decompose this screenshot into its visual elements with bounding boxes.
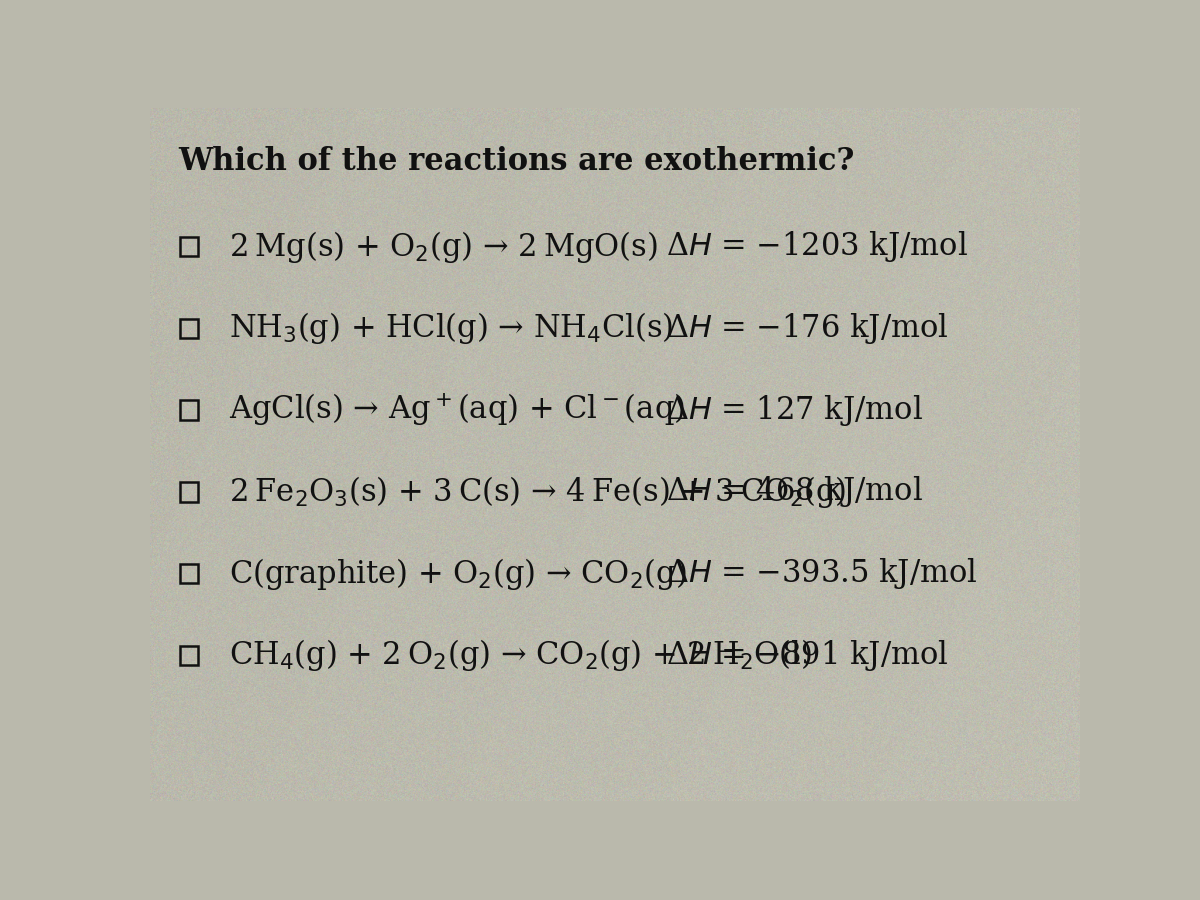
Text: Δ$H$ = −176 kJ/mol: Δ$H$ = −176 kJ/mol — [666, 310, 949, 346]
Text: 2 Fe$_2$O$_3$(s) + 3 C(s) → 4 Fe(s) + 3 CO$_2$(g): 2 Fe$_2$O$_3$(s) + 3 C(s) → 4 Fe(s) + 3 … — [229, 474, 846, 510]
Bar — [180, 237, 198, 256]
Bar — [180, 482, 198, 501]
Text: C(graphite) + O$_2$(g) → CO$_2$(g): C(graphite) + O$_2$(g) → CO$_2$(g) — [229, 555, 686, 591]
Bar — [180, 646, 198, 665]
Text: Δ$H$ = 127 kJ/mol: Δ$H$ = 127 kJ/mol — [666, 392, 923, 427]
Text: NH$_3$(g) + HCl(g) → NH$_4$Cl(s): NH$_3$(g) + HCl(g) → NH$_4$Cl(s) — [229, 310, 673, 346]
Text: CH$_4$(g) + 2 O$_2$(g) → CO$_2$(g) + 2 H$_2$O(l): CH$_4$(g) + 2 O$_2$(g) → CO$_2$(g) + 2 H… — [229, 637, 812, 673]
Text: 2 Mg(s) + O$_2$(g) → 2 MgO(s): 2 Mg(s) + O$_2$(g) → 2 MgO(s) — [229, 229, 658, 265]
Text: Δ$H$ = 468 kJ/mol: Δ$H$ = 468 kJ/mol — [666, 474, 923, 509]
Text: Which of the reactions are exothermic?: Which of the reactions are exothermic? — [178, 146, 854, 177]
Bar — [180, 400, 198, 419]
Bar — [180, 319, 198, 338]
Text: Δ$H$ = −1203 kJ/mol: Δ$H$ = −1203 kJ/mol — [666, 230, 968, 264]
Text: Δ$H$ = −891 kJ/mol: Δ$H$ = −891 kJ/mol — [666, 638, 949, 673]
Text: AgCl(s) → Ag$^+$(aq) + Cl$^-$(aq): AgCl(s) → Ag$^+$(aq) + Cl$^-$(aq) — [229, 392, 685, 428]
Text: Δ$H$ = −393.5 kJ/mol: Δ$H$ = −393.5 kJ/mol — [666, 556, 978, 591]
Bar — [180, 564, 198, 583]
